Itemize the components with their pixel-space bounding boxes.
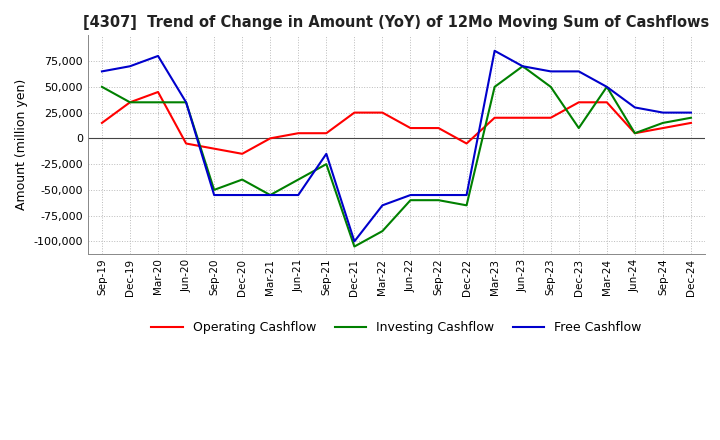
Investing Cashflow [575, 125, 583, 131]
Free Cashflow [434, 192, 443, 198]
Investing Cashflow [153, 100, 162, 105]
Operating Cashflow [210, 146, 218, 151]
Investing Cashflow [266, 192, 274, 198]
Investing Cashflow [210, 187, 218, 193]
Line: Free Cashflow: Free Cashflow [102, 51, 691, 242]
Free Cashflow [490, 48, 499, 53]
Free Cashflow [210, 192, 218, 198]
Title: [4307]  Trend of Change in Amount (YoY) of 12Mo Moving Sum of Cashflows: [4307] Trend of Change in Amount (YoY) o… [84, 15, 710, 30]
Investing Cashflow [434, 198, 443, 203]
Line: Investing Cashflow: Investing Cashflow [102, 66, 691, 246]
Free Cashflow [294, 192, 302, 198]
Operating Cashflow [490, 115, 499, 121]
Investing Cashflow [546, 84, 555, 89]
Free Cashflow [546, 69, 555, 74]
Operating Cashflow [322, 131, 330, 136]
Free Cashflow [126, 64, 135, 69]
Operating Cashflow [631, 131, 639, 136]
Free Cashflow [631, 105, 639, 110]
Free Cashflow [238, 192, 246, 198]
Operating Cashflow [575, 100, 583, 105]
Operating Cashflow [434, 125, 443, 131]
Investing Cashflow [98, 84, 107, 89]
Operating Cashflow [294, 131, 302, 136]
Operating Cashflow [378, 110, 387, 115]
Legend: Operating Cashflow, Investing Cashflow, Free Cashflow: Operating Cashflow, Investing Cashflow, … [146, 316, 647, 339]
Investing Cashflow [603, 84, 611, 89]
Investing Cashflow [406, 198, 415, 203]
Operating Cashflow [546, 115, 555, 121]
Free Cashflow [575, 69, 583, 74]
Free Cashflow [406, 192, 415, 198]
Free Cashflow [659, 110, 667, 115]
Investing Cashflow [181, 100, 190, 105]
Investing Cashflow [687, 115, 696, 121]
Operating Cashflow [462, 141, 471, 146]
Y-axis label: Amount (million yen): Amount (million yen) [15, 79, 28, 210]
Operating Cashflow [181, 141, 190, 146]
Operating Cashflow [518, 115, 527, 121]
Free Cashflow [181, 100, 190, 105]
Operating Cashflow [406, 125, 415, 131]
Free Cashflow [350, 239, 359, 244]
Free Cashflow [378, 203, 387, 208]
Operating Cashflow [659, 125, 667, 131]
Free Cashflow [266, 192, 274, 198]
Investing Cashflow [518, 64, 527, 69]
Operating Cashflow [153, 89, 162, 95]
Investing Cashflow [322, 161, 330, 167]
Operating Cashflow [350, 110, 359, 115]
Operating Cashflow [687, 120, 696, 125]
Investing Cashflow [294, 177, 302, 182]
Free Cashflow [462, 192, 471, 198]
Operating Cashflow [238, 151, 246, 157]
Investing Cashflow [490, 84, 499, 89]
Investing Cashflow [126, 100, 135, 105]
Free Cashflow [687, 110, 696, 115]
Investing Cashflow [238, 177, 246, 182]
Free Cashflow [98, 69, 107, 74]
Free Cashflow [518, 64, 527, 69]
Investing Cashflow [659, 120, 667, 125]
Operating Cashflow [266, 136, 274, 141]
Investing Cashflow [462, 203, 471, 208]
Investing Cashflow [378, 228, 387, 234]
Operating Cashflow [126, 100, 135, 105]
Operating Cashflow [98, 120, 107, 125]
Investing Cashflow [631, 131, 639, 136]
Free Cashflow [603, 84, 611, 89]
Free Cashflow [153, 53, 162, 59]
Operating Cashflow [603, 100, 611, 105]
Free Cashflow [322, 151, 330, 157]
Line: Operating Cashflow: Operating Cashflow [102, 92, 691, 154]
Investing Cashflow [350, 244, 359, 249]
